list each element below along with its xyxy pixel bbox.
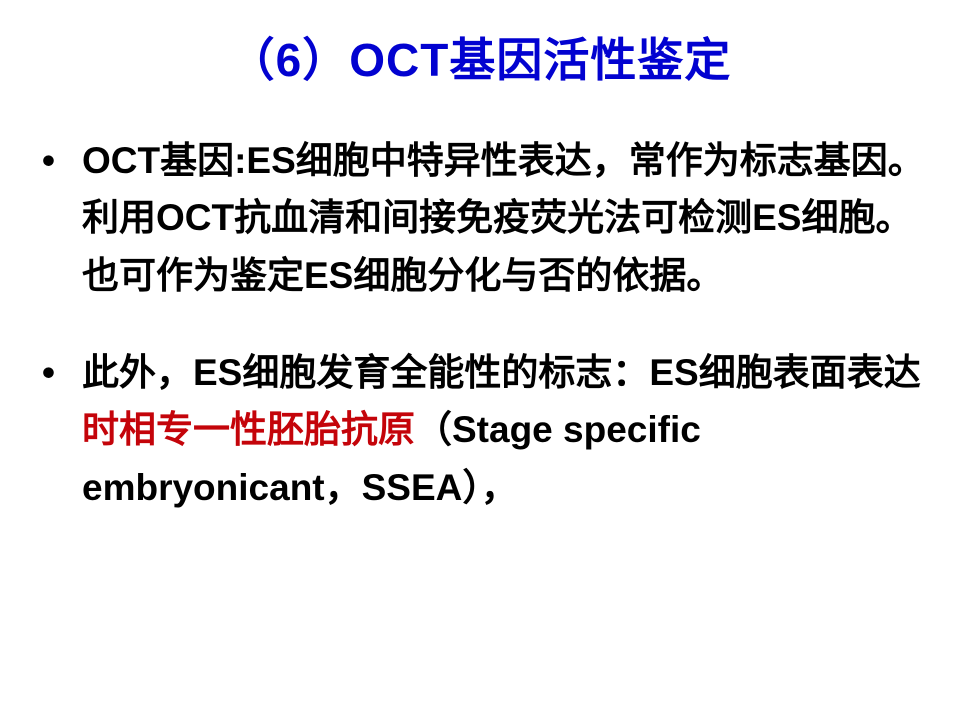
bullet-text-highlight: 时相专一性胚胎抗原 bbox=[82, 409, 415, 450]
list-item: 此外，ES细胞发育全能性的标志：ES细胞表面表达时相专一性胚胎抗原（Stage … bbox=[20, 344, 930, 516]
list-item: OCT基因:ES细胞中特异性表达，常作为标志基因。利用OCT抗血清和间接免疫荧光… bbox=[20, 132, 930, 304]
slide-body: OCT基因:ES细胞中特异性表达，常作为标志基因。利用OCT抗血清和间接免疫荧光… bbox=[10, 132, 950, 516]
bullet-text: 此外，ES细胞发育全能性的标志：ES细胞表面表达 bbox=[82, 352, 921, 393]
slide-title: （6）OCT基因活性鉴定 bbox=[10, 24, 950, 90]
bullet-text: OCT基因:ES细胞中特异性表达，常作为标志基因。利用OCT抗血清和间接免疫荧光… bbox=[82, 140, 925, 296]
slide: （6）OCT基因活性鉴定 OCT基因:ES细胞中特异性表达，常作为标志基因。利用… bbox=[0, 0, 960, 720]
bullet-list: OCT基因:ES细胞中特异性表达，常作为标志基因。利用OCT抗血清和间接免疫荧光… bbox=[20, 132, 930, 516]
slide-title-text: （6）OCT基因活性鉴定 bbox=[229, 34, 732, 86]
